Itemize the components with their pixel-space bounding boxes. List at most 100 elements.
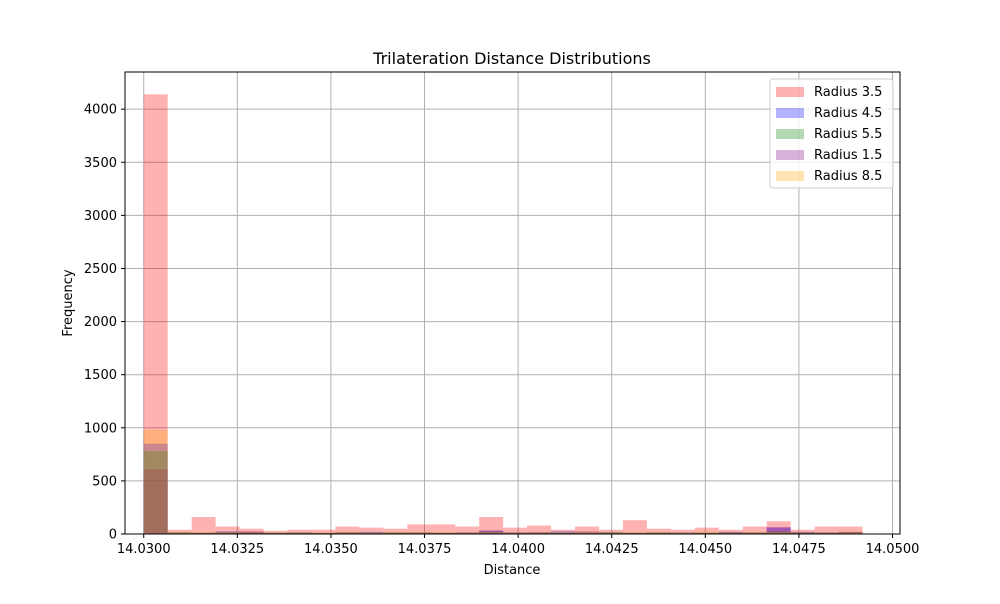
histogram-bar bbox=[167, 532, 192, 534]
x-tick-label: 14.0350 bbox=[304, 542, 358, 557]
histogram-bar bbox=[431, 532, 456, 534]
histogram-bar bbox=[670, 532, 695, 534]
histogram-bar bbox=[598, 532, 623, 534]
histogram-bar bbox=[359, 531, 384, 534]
histogram-bar bbox=[838, 531, 863, 534]
histogram-bar bbox=[551, 532, 576, 534]
histogram-bar bbox=[503, 532, 528, 534]
y-tick-label: 4000 bbox=[84, 103, 117, 118]
histogram-bar bbox=[191, 532, 216, 534]
x-tick-label: 14.0425 bbox=[585, 542, 639, 557]
histogram-bar bbox=[479, 530, 504, 534]
histogram-bar bbox=[551, 529, 576, 534]
histogram-bar bbox=[742, 526, 767, 534]
histogram-bar bbox=[263, 532, 288, 534]
histogram-bar bbox=[503, 532, 528, 534]
histogram-bar bbox=[383, 532, 408, 534]
histogram-bar bbox=[191, 532, 216, 534]
histogram-bar bbox=[622, 532, 647, 534]
histogram-bar bbox=[335, 526, 360, 534]
histogram-bar bbox=[575, 532, 599, 534]
histogram-bar bbox=[359, 532, 384, 534]
histogram-bar bbox=[407, 532, 432, 534]
histogram-bar bbox=[167, 532, 192, 534]
histogram-bar bbox=[143, 443, 168, 534]
histogram-bar bbox=[646, 532, 671, 534]
histogram-bar bbox=[766, 527, 791, 534]
histogram-bar bbox=[479, 517, 504, 534]
histogram-bar bbox=[742, 531, 767, 534]
histogram-bar bbox=[598, 531, 623, 534]
histogram-bar bbox=[311, 532, 336, 534]
histogram-bar bbox=[239, 531, 264, 534]
legend-swatch bbox=[776, 150, 804, 160]
histogram-bar bbox=[527, 532, 552, 534]
histogram-bar bbox=[646, 531, 671, 534]
histogram-bar bbox=[407, 524, 432, 534]
histogram-bar bbox=[383, 528, 408, 534]
histogram-bar bbox=[431, 532, 456, 534]
histogram-bar bbox=[359, 532, 384, 534]
histogram-bar bbox=[646, 532, 671, 534]
histogram-bar bbox=[215, 531, 240, 534]
histogram-bar bbox=[838, 531, 863, 534]
histogram-bar bbox=[287, 532, 312, 534]
histogram-bar bbox=[287, 532, 312, 534]
histogram-bar bbox=[455, 526, 480, 534]
histogram-bar bbox=[551, 531, 576, 534]
histogram-bar bbox=[455, 532, 480, 534]
histogram-bar bbox=[215, 532, 240, 534]
histogram-bar bbox=[167, 529, 192, 534]
legend-swatch bbox=[776, 129, 804, 139]
legend-swatch bbox=[776, 87, 804, 97]
y-tick-label: 2500 bbox=[84, 262, 117, 277]
histogram-bar bbox=[503, 532, 528, 534]
legend-swatch bbox=[776, 171, 804, 181]
histogram-bar bbox=[239, 531, 264, 534]
histogram-bar bbox=[742, 532, 767, 534]
histogram-bar bbox=[670, 532, 695, 534]
histogram-bar bbox=[622, 532, 647, 534]
series-radius-1-5 bbox=[143, 469, 863, 534]
series-radius-8-5 bbox=[143, 429, 863, 534]
histogram-bar bbox=[263, 532, 288, 534]
histogram-bar bbox=[503, 527, 528, 534]
histogram-bar bbox=[239, 532, 264, 534]
histogram-bar bbox=[598, 532, 623, 534]
histogram-bar bbox=[239, 531, 264, 534]
histogram-bar bbox=[431, 532, 456, 534]
legend-label: Radius 4.5 bbox=[814, 106, 882, 121]
histogram-bar bbox=[790, 529, 815, 534]
histogram-bar bbox=[742, 532, 767, 534]
legend-label: Radius 3.5 bbox=[814, 85, 882, 100]
histogram-bar bbox=[455, 532, 480, 534]
histogram-bar bbox=[838, 531, 863, 534]
series-radius-3-5 bbox=[143, 94, 863, 534]
histogram-bar bbox=[527, 532, 552, 534]
histogram-bar bbox=[790, 532, 815, 534]
histogram-bar bbox=[575, 531, 599, 534]
y-tick-label: 1000 bbox=[84, 421, 117, 436]
histogram-bar bbox=[431, 524, 456, 534]
histogram-bar bbox=[766, 527, 791, 534]
histogram-bar bbox=[311, 532, 336, 534]
histogram-bar bbox=[311, 532, 336, 534]
histogram-bar bbox=[287, 532, 312, 534]
histogram-bar bbox=[527, 532, 552, 534]
histogram-bar bbox=[551, 532, 576, 534]
histogram-bar bbox=[335, 532, 360, 534]
legend-label: Radius 1.5 bbox=[814, 148, 882, 163]
legend-label: Radius 5.5 bbox=[814, 127, 882, 142]
histogram-bar bbox=[503, 532, 528, 534]
histogram-bar bbox=[622, 532, 647, 534]
x-axis-label: Distance bbox=[484, 563, 541, 578]
histogram-bar bbox=[694, 532, 719, 534]
histogram-bar bbox=[670, 529, 695, 534]
histogram-bar bbox=[838, 532, 863, 534]
histogram-bar bbox=[263, 532, 288, 534]
histogram-bar bbox=[694, 532, 719, 534]
histogram-bar bbox=[575, 531, 599, 534]
x-tick-label: 14.0375 bbox=[398, 542, 452, 557]
histogram-bar bbox=[407, 532, 432, 534]
